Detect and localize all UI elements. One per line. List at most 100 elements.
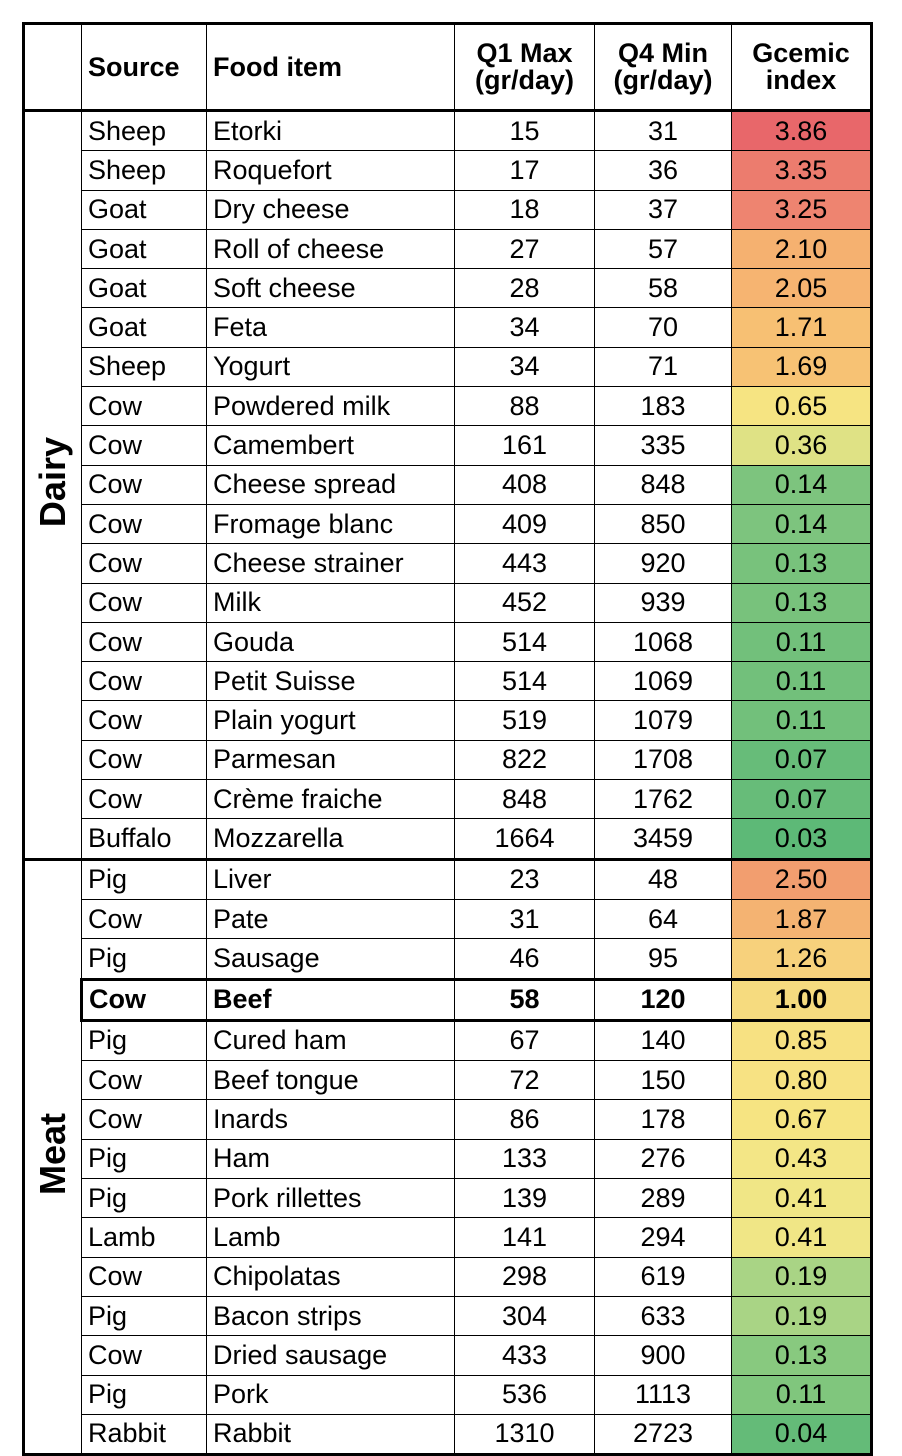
- index-cell: 0.19: [731, 1295, 872, 1337]
- table-cell: 133: [454, 1138, 595, 1180]
- table-cell: 140: [594, 1019, 732, 1062]
- table-cell: 3459: [594, 818, 732, 860]
- table-cell: 72: [454, 1060, 595, 1101]
- table-cell: Pig: [81, 1138, 207, 1180]
- index-cell: 0.11: [731, 661, 872, 702]
- table-cell: 408: [454, 464, 595, 505]
- index-cell: 2.05: [731, 268, 872, 309]
- table-cell: Cow: [81, 386, 207, 427]
- table-cell: Pate: [206, 898, 455, 940]
- column-header: Food item: [206, 23, 455, 111]
- table-row: Cow Chipolatas 298 619 0.19: [24, 1256, 872, 1297]
- table-cell: 433: [454, 1335, 595, 1376]
- table-cell: 298: [454, 1256, 595, 1297]
- index-cell: 0.04: [731, 1413, 872, 1456]
- table-cell: Ham: [206, 1138, 455, 1180]
- table-cell: 409: [454, 503, 595, 545]
- table-cell: Rabbit: [206, 1413, 455, 1456]
- index-cell: 0.43: [731, 1138, 872, 1180]
- header-row: Source Food item Q1 Max (gr/day) Q4 Min (gr…: [23, 23, 872, 111]
- index-cell: 0.67: [731, 1099, 872, 1140]
- table-cell: Cow: [81, 621, 207, 663]
- column-header: Gcemic index: [731, 23, 872, 111]
- column-header: Q4 Min (gr/day): [594, 23, 732, 111]
- index-cell: 3.86: [731, 108, 872, 152]
- table-cell: Pork: [206, 1374, 455, 1415]
- table-row: Pig Pork rillettes 139 289 0.41: [24, 1178, 872, 1219]
- table-row: Pig Bacon strips 304 633 0.19: [24, 1295, 872, 1337]
- table-cell: Milk: [206, 582, 455, 623]
- column-header: Q1 Max (gr/day): [454, 23, 595, 111]
- table-row: Cow Parmesan 822 1708 0.07: [24, 739, 872, 781]
- table-cell: Beef tongue: [206, 1060, 455, 1101]
- table-cell: Chipolatas: [206, 1256, 455, 1297]
- table-cell: Inards: [206, 1099, 455, 1140]
- table-cell: Camembert: [206, 425, 455, 466]
- index-cell: 0.11: [731, 621, 872, 663]
- table-cell: 37: [594, 189, 732, 230]
- table-cell: 1069: [594, 661, 732, 702]
- table-cell: 304: [454, 1295, 595, 1337]
- table-cell: Crème fraiche: [206, 779, 455, 820]
- table-cell: 633: [594, 1295, 732, 1337]
- table-cell: Pig: [81, 857, 207, 900]
- table-cell: 34: [454, 346, 595, 388]
- table-cell: 28: [454, 268, 595, 309]
- table-cell: 18: [454, 189, 595, 230]
- index-cell: 0.80: [731, 1060, 872, 1101]
- table-cell: Cow: [81, 582, 207, 623]
- table-row: Cow Petit Suisse 514 1069 0.11: [24, 661, 872, 702]
- table-cell: 46: [454, 938, 595, 980]
- table-cell: 58: [594, 268, 732, 309]
- table-cell: Cow: [81, 464, 207, 505]
- table-row: Pig Pork 536 1113 0.11: [24, 1374, 872, 1415]
- table-cell: Sheep: [81, 346, 207, 388]
- table-body: Dairy Sheep Etorki 15 31 3.86 Sheep Roquefort 17…: [23, 108, 872, 1456]
- index-cell: 0.14: [731, 503, 872, 545]
- table-row: Cow Powdered milk 88 183 0.65: [24, 386, 872, 427]
- table-cell: 2723: [594, 1413, 732, 1456]
- table-row: Dairy Sheep Etorki 15 31 3.86: [23, 108, 872, 860]
- index-cell: 1.87: [731, 898, 872, 940]
- table-cell: 161: [454, 425, 595, 466]
- table-cell: 514: [454, 661, 595, 702]
- table-cell: Powdered milk: [206, 386, 455, 427]
- index-cell: 0.85: [731, 1019, 872, 1062]
- table-cell: 443: [454, 543, 595, 584]
- table-cell: 178: [594, 1099, 732, 1140]
- table-cell: Cow: [81, 700, 207, 741]
- index-cell: 3.35: [731, 150, 872, 191]
- table-cell: 294: [594, 1217, 732, 1258]
- table-cell: Cheese spread: [206, 464, 455, 505]
- table-cell: Goat: [81, 228, 207, 270]
- table-cell: Bacon strips: [206, 1295, 455, 1337]
- table-cell: Parmesan: [206, 739, 455, 781]
- table-row: Cow Milk 452 939 0.13: [24, 582, 872, 623]
- table-cell: Goat: [81, 268, 207, 309]
- table-cell: 95: [594, 938, 732, 980]
- table-cell: Pork rillettes: [206, 1178, 455, 1219]
- table-cell: 183: [594, 386, 732, 427]
- group-cell: Meat: [23, 857, 82, 1456]
- table-cell: Pig: [81, 1019, 207, 1062]
- table-cell: Cow: [81, 1060, 207, 1101]
- table-row: Cow Beef 58 120 1.00: [24, 977, 872, 1022]
- index-cell: 0.14: [731, 464, 872, 505]
- table-cell: 519: [454, 700, 595, 741]
- table-cell: 57: [594, 228, 732, 270]
- index-cell: 0.11: [731, 1374, 872, 1415]
- table-cell: 67: [454, 1019, 595, 1062]
- table-cell: 514: [454, 621, 595, 663]
- table-cell: 939: [594, 582, 732, 623]
- table-cell: Sausage: [206, 938, 455, 980]
- table-cell: 848: [454, 779, 595, 820]
- table-cell: 120: [594, 977, 732, 1022]
- group-cell: Dairy: [23, 109, 82, 860]
- table-cell: 31: [454, 898, 595, 940]
- table-cell: Yogurt: [206, 346, 455, 388]
- table-cell: Cured ham: [206, 1019, 455, 1062]
- table-cell: 31: [594, 108, 732, 152]
- table-cell: Gouda: [206, 621, 455, 663]
- corner-cell: [23, 23, 82, 111]
